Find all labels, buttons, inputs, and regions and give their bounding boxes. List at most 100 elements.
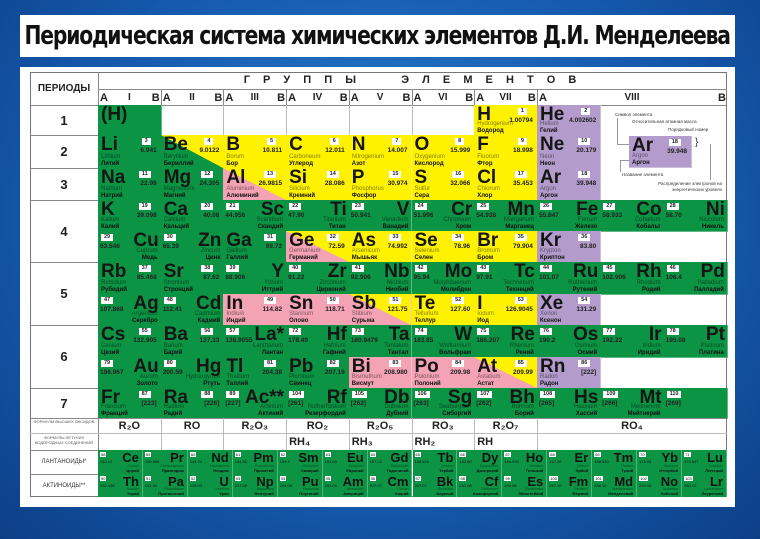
latin-name: Phosphorus	[351, 186, 384, 192]
element-symbol: Cl	[477, 168, 497, 188]
latin-name: Calcium	[163, 217, 186, 223]
atomic-number: 37	[138, 265, 151, 272]
element-symbol: Ga	[226, 231, 252, 251]
element-symbol: Ar	[632, 136, 654, 156]
latin-name: Chlorum	[477, 186, 500, 192]
atomic-number: 9	[517, 138, 527, 145]
russian-name: Гелий	[540, 128, 558, 134]
divider	[30, 135, 98, 136]
groups-header: Г Р У П П Ы Э Л Е М Е Н Т О В	[243, 74, 582, 86]
russian-name: Железо	[574, 224, 598, 230]
russian-name: Свинец	[289, 381, 312, 387]
russian-name: Кислород	[414, 161, 444, 167]
russian-name: Лютеций	[705, 468, 723, 473]
f-element-cell: Gd 64 157.25 Gadolinium Гадолиний	[367, 450, 413, 474]
russian-name: Борий	[514, 411, 534, 417]
element-symbol: Ce	[122, 450, 139, 465]
element-symbol: Sr	[163, 262, 184, 282]
group-a-label: A	[413, 92, 422, 104]
element-symbol: Ac**	[245, 388, 285, 408]
element-symbol: Pm	[253, 450, 274, 465]
element-cell: Ga 31 69.72 Gallium Галлий	[223, 231, 288, 263]
element-symbol: Am	[342, 474, 364, 489]
latin-name: Uranium	[215, 487, 229, 491]
latin-name: Zirconium	[319, 280, 346, 286]
latin-name: Argentum	[131, 311, 158, 317]
russian-name: Радий	[163, 411, 183, 417]
latin-name: Rutherfordium	[307, 404, 346, 410]
element-cell: Cr 24 51.996 Chromium Хром	[411, 200, 476, 232]
latin-name: Bismuthum	[351, 374, 382, 380]
f-element-cell: Pr 59 140.908 Praseodymium Празеодим	[142, 450, 188, 474]
russian-name: Лантан	[261, 350, 284, 356]
element-symbol: W	[454, 325, 473, 345]
russian-name: Барий	[163, 350, 183, 356]
atomic-mass: 238.03	[189, 483, 203, 488]
latin-name: Ytterbium	[663, 464, 679, 468]
f-element-cell: U 92 238.03 Uranium Уран	[187, 474, 233, 497]
atomic-number: 67	[504, 452, 511, 457]
f-element-cell: Ho 67 164.930 Holmium Гольмий	[502, 450, 548, 474]
element-cell: (H)	[98, 105, 162, 136]
atomic-mass: 44.956	[225, 212, 246, 219]
atomic-mass: 114.82	[262, 306, 283, 313]
latin-name: Titanium	[322, 217, 346, 223]
element-symbol: As	[351, 231, 377, 251]
element-symbol: Sg	[447, 388, 473, 408]
element-cell: O 8 15.999 Oxygenium Кислород	[411, 135, 476, 169]
latin-name: Mendelevium	[612, 487, 634, 491]
element-cell: Zn 30 65.39 Zincum Цинк	[160, 231, 225, 263]
element-symbol: V	[396, 200, 410, 220]
russian-name: Мышьяк	[351, 255, 378, 261]
element-symbol: Au	[133, 357, 159, 377]
russian-name: Углерод	[289, 161, 314, 167]
element-cell: La* 57 138.9055 Lanthanum Лантан	[223, 325, 288, 358]
atomic-mass: 137.33	[199, 337, 220, 344]
latin-name: Tellurium	[414, 311, 439, 317]
element-symbol: Al	[226, 168, 246, 188]
element-symbol: Fr	[101, 388, 120, 408]
element-cell: Ag 47 107.868 Argentum Серебро	[98, 294, 162, 326]
hydride-formula: RH	[477, 436, 494, 448]
atomic-number: 39	[226, 265, 239, 272]
f-element-cell: Nd 60 144.24 Neodymium Неодим	[187, 450, 233, 474]
atomic-number: 33	[389, 234, 402, 241]
element-symbol: O	[414, 135, 430, 155]
atomic-mass: 204.38	[262, 369, 283, 376]
atomic-mass: 144.91	[234, 459, 248, 464]
atomic-number: 75	[477, 328, 490, 335]
divider	[223, 418, 225, 450]
russian-name: Криптон	[540, 255, 565, 261]
latin-name: Cuprum	[136, 248, 158, 254]
atomic-number: 49	[263, 297, 277, 304]
element-symbol: B	[226, 135, 241, 155]
element-symbol: Rf	[326, 388, 347, 408]
latin-name: Cesium	[101, 343, 122, 349]
element-cell: Sg 106 [263] Seaborgium Сиборгий	[411, 388, 476, 419]
atomic-mass: [223]	[141, 400, 157, 407]
russian-name: Скандий	[257, 224, 284, 230]
atomic-number: 34	[452, 234, 465, 241]
atomic-number: 95	[324, 476, 332, 481]
russian-name: Гафний	[322, 350, 346, 356]
atomic-number: 96	[369, 476, 377, 481]
atomic-mass: 101.07	[539, 274, 559, 281]
latin-name: Chromium	[443, 217, 472, 223]
divider	[474, 418, 476, 450]
atomic-mass: 24.305	[199, 180, 220, 187]
atomic-number: 14	[326, 171, 339, 178]
element-symbol: No	[660, 474, 679, 489]
latin-name: Aluminium	[226, 186, 255, 192]
f-element-cell: Tb 65 158.926 Terbium Тербий	[412, 450, 458, 474]
atomic-number: 71	[684, 452, 691, 457]
group-roman-label: VII	[499, 92, 512, 103]
atomic-number: 18	[668, 139, 681, 146]
russian-name: Астат	[477, 381, 494, 387]
element-symbol: Kr	[540, 231, 562, 251]
latin-name: Osmium	[574, 343, 598, 349]
atomic-mass: 192.22	[602, 337, 623, 344]
latin-name: Beryllium	[163, 154, 189, 160]
atomic-number: 99	[504, 476, 511, 481]
element-cell: Hf 72 178.49 Hafnium Гафний	[286, 325, 350, 358]
element-symbol: Hs	[574, 388, 599, 408]
